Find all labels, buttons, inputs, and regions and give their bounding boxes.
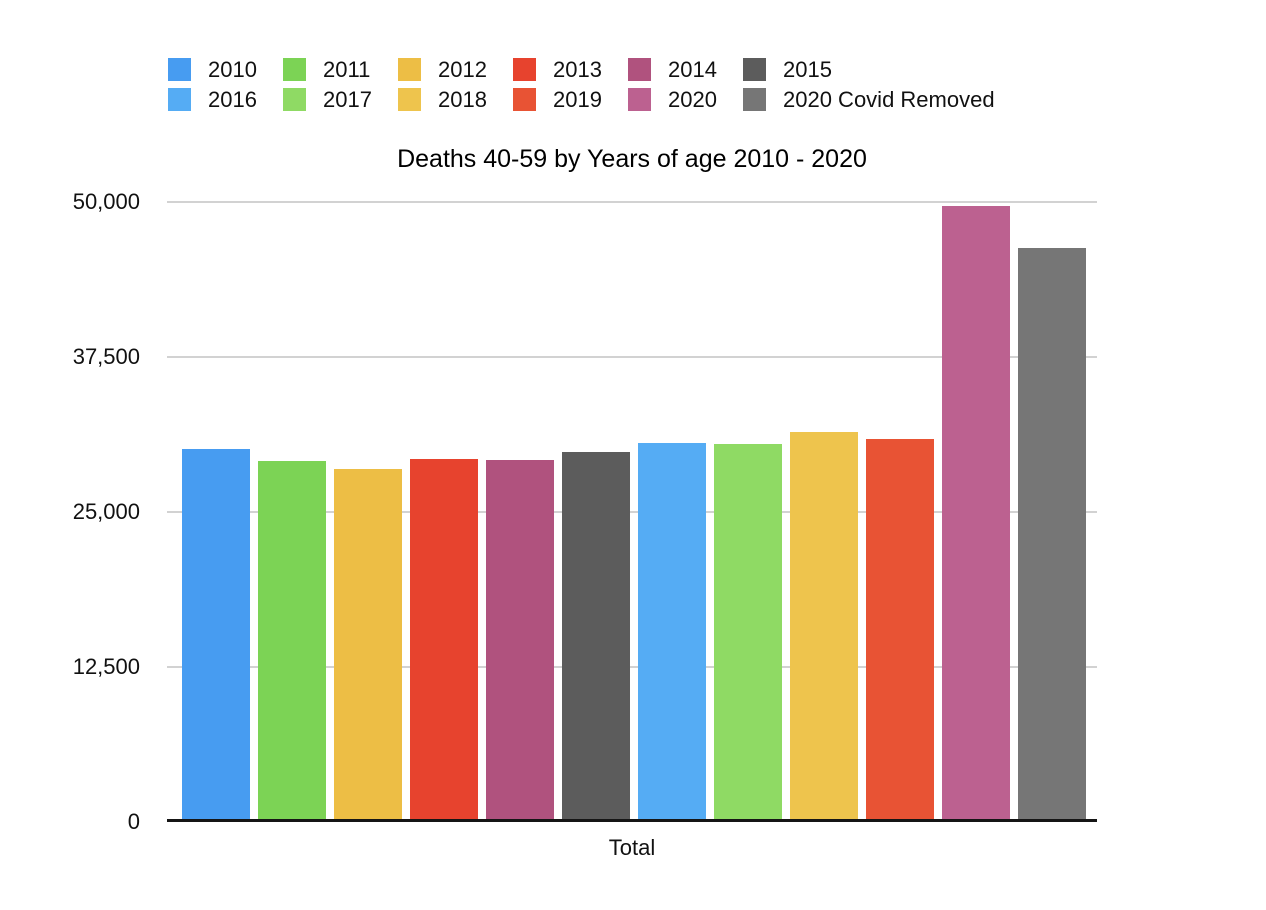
y-tick-label: 37,500 (72, 344, 140, 369)
legend-swatch (398, 58, 421, 81)
legend-label: 2020 Covid Removed (783, 87, 995, 112)
legend-item-2016: 2016 (168, 88, 283, 111)
legend-swatch (168, 88, 191, 111)
legend-swatch (513, 58, 536, 81)
gridline (167, 511, 1097, 513)
bar-2014 (486, 459, 554, 822)
legend-swatch (628, 88, 651, 111)
legend-label: 2019 (553, 87, 602, 112)
legend-item-2011: 2011 (283, 58, 398, 81)
bar-2016 (638, 443, 706, 822)
legend-label: 2020 (668, 87, 717, 112)
bar-2012 (334, 469, 402, 822)
legend-swatch (743, 88, 766, 111)
bar-2018 (790, 432, 858, 822)
legend-swatch (283, 58, 306, 81)
chart-title: Deaths 40-59 by Years of age 2010 - 2020 (397, 145, 867, 173)
legend-label: 2013 (553, 57, 602, 82)
legend-swatch (628, 58, 651, 81)
bar-2011 (258, 460, 326, 822)
chart-legend: 2010 2011 2012 2013 2014 2015 2016 2017 2018 2019… (168, 58, 995, 118)
bar-2017 (714, 444, 782, 822)
bar-2015 (562, 451, 630, 822)
legend-label: 2014 (668, 57, 717, 82)
legend-item-2012: 2012 (398, 58, 513, 81)
legend-swatch (743, 58, 766, 81)
legend-label: 2016 (208, 87, 257, 112)
legend-swatch (398, 88, 421, 111)
legend-item-2015: 2015 (743, 58, 858, 81)
legend-label: 2010 (208, 57, 257, 82)
y-tick-label: 0 (127, 809, 140, 834)
y-tick-label: 12,500 (72, 654, 140, 679)
legend-item-2010: 2010 (168, 58, 283, 81)
legend-item-2018: 2018 (398, 88, 513, 111)
legend-label: 2018 (438, 87, 487, 112)
legend-item-2020-covid-removed: 2020 Covid Removed (743, 88, 995, 111)
gridline (167, 666, 1097, 668)
legend-item-2017: 2017 (283, 88, 398, 111)
gridline (167, 201, 1097, 203)
bars (182, 205, 1086, 822)
legend-item-2020: 2020 (628, 88, 743, 111)
legend-swatch (168, 58, 191, 81)
legend-item-2014: 2014 (628, 58, 743, 81)
x-axis-label: Total (608, 835, 656, 860)
legend-item-2019: 2019 (513, 88, 628, 111)
legend-label: 2011 (323, 57, 371, 82)
legend-item-2013: 2013 (513, 58, 628, 81)
x-axis-line (167, 819, 1097, 822)
bar-2019 (866, 439, 934, 822)
legend-label: 2017 (323, 87, 372, 112)
bar-2013 (410, 459, 478, 822)
bar-2010 (182, 448, 250, 822)
bar-2020-covid-removed (1018, 247, 1086, 822)
y-tick-label: 50,000 (72, 189, 140, 214)
legend-swatch (283, 88, 306, 111)
bar-2020 (942, 205, 1010, 822)
legend-row: 2010 2011 2012 2013 2014 2015 (168, 58, 995, 81)
plot-area (167, 201, 1097, 822)
legend-row: 2016 2017 2018 2019 2020 2020 Covid Removed (168, 88, 995, 111)
legend-label: 2015 (783, 57, 832, 82)
y-tick-label: 25,000 (72, 499, 140, 524)
legend-label: 2012 (438, 57, 487, 82)
legend-swatch (513, 88, 536, 111)
gridline (167, 356, 1097, 358)
